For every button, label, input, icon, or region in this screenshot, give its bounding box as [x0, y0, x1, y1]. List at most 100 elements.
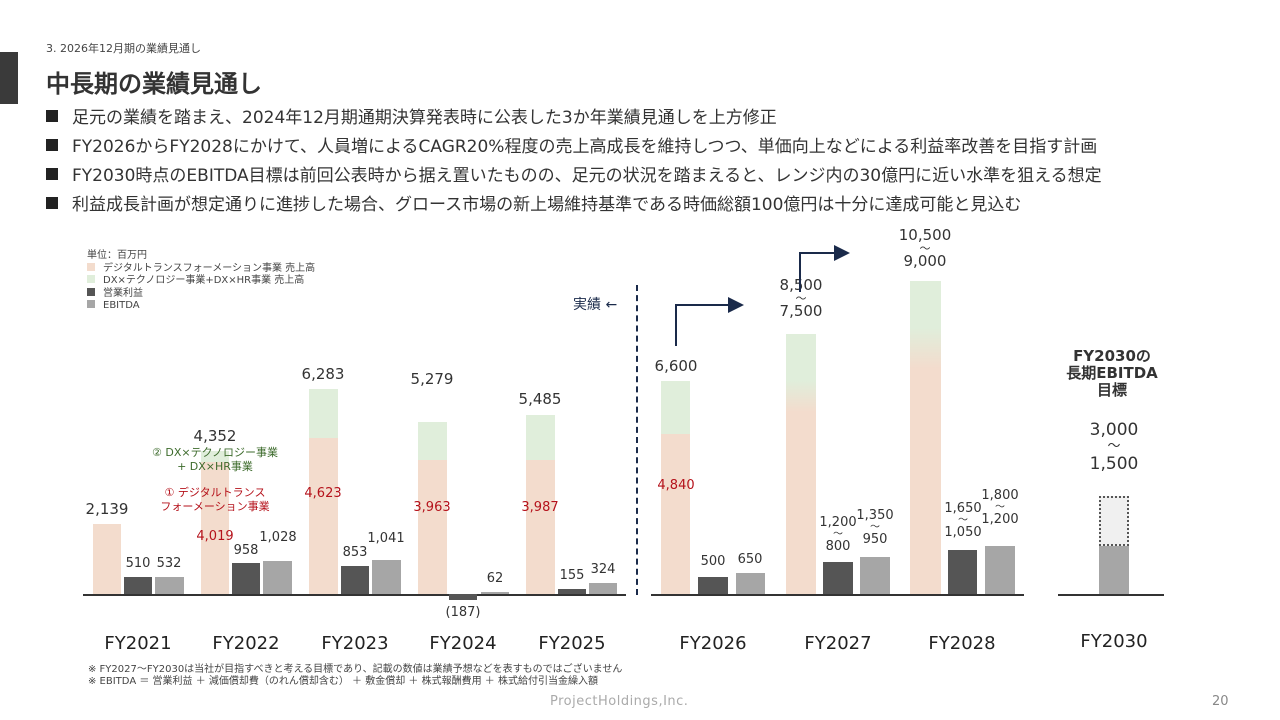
bar-ebitda-fy2021: [155, 577, 184, 594]
legend-item: EBITDA: [87, 300, 315, 313]
label-op-fy2024: (187): [445, 605, 481, 620]
bullet-item: 利益成長計画が想定通りに進捗した場合、グロース市場の新上場維持基準である時価総額…: [46, 191, 1102, 220]
x-label-fy2028: FY2028: [928, 633, 996, 654]
bar-dt-fy2024: [418, 460, 447, 594]
square-bullet-icon: [46, 197, 58, 209]
page-number: 20: [1212, 694, 1229, 709]
actual-forecast-divider: [636, 285, 638, 595]
label-ebitda-fy2024: 62: [486, 571, 504, 586]
label-dt-fy2022: 4,019: [196, 529, 234, 544]
label-op-fy2028: 1,650 ～ 1,050: [944, 501, 982, 540]
fy2030-target-title: FY2030の 長期EBITDA 目標: [1066, 347, 1158, 399]
bar-revenue-fy2027: [786, 334, 816, 594]
bar-dt-fy2023: [309, 438, 338, 594]
bar-dt-fy2022: [201, 462, 229, 594]
x-label-fy2021: FY2021: [104, 633, 172, 654]
label-ebitda-fy2021: 532: [156, 556, 182, 571]
legend-item: デジタルトランスフォーメーション事業 売上高: [87, 262, 315, 276]
x-label-fy2022: FY2022: [212, 633, 280, 654]
segment1-note: ① デジタルトランス フォーメーション事業: [160, 486, 270, 513]
bar-ebitda-fy2030-upper: [1099, 496, 1129, 546]
label-total-fy2024: 5,279: [410, 370, 454, 388]
bar-op-fy2021: [124, 577, 152, 594]
square-bullet-icon: [46, 168, 58, 180]
legend-item: 営業利益: [87, 287, 315, 301]
section-marker: [0, 52, 18, 104]
x-axis-fy2030: [1058, 594, 1164, 596]
label-op-fy2025: 155: [559, 568, 585, 583]
breadcrumb: 3. 2026年12月期の業績見通し: [46, 42, 201, 55]
bullet-item: FY2026からFY2028にかけて、人員増によるCAGR20%程度の売上高成長…: [46, 133, 1102, 162]
x-axis-actual: [83, 594, 626, 596]
bar-dt-fy2026: [661, 434, 690, 594]
bar-op-fy2022: [232, 563, 260, 594]
legend-swatch-dxtech: [87, 275, 95, 283]
x-label-fy2026: FY2026: [679, 633, 747, 654]
x-label-fy2024: FY2024: [429, 633, 497, 654]
label-ebitda-fy2028: 1,800 ～ 1,200: [981, 488, 1019, 527]
bar-op-fy2023: [341, 566, 369, 594]
bar-ebitda-fy2030-lower: [1099, 546, 1129, 594]
x-axis-forecast: [651, 594, 1024, 596]
bar-ebitda-fy2025: [589, 583, 617, 594]
square-bullet-icon: [46, 139, 58, 151]
label-dt-fy2024: 3,963: [413, 500, 451, 515]
label-dt-fy2026: 4,840: [657, 478, 695, 493]
bar-ebitda-fy2023: [372, 560, 401, 594]
bar-dt-fy2025: [526, 460, 555, 594]
label-op-fy2023: 853: [342, 545, 368, 560]
legend-item: DX×テクノロジー事業+DX×HR事業 売上高: [87, 275, 315, 288]
bar-dt-fy2021: [93, 524, 121, 594]
label-total-fy2021: 2,139: [85, 500, 129, 518]
label-ebitda-fy2026: 650: [737, 552, 763, 567]
bar-ebitda-fy2026: [736, 573, 765, 594]
bar-revenue-fy2028: [910, 281, 941, 594]
label-dt-fy2023: 4,623: [304, 486, 342, 501]
legend-swatch-ebitda: [87, 300, 95, 308]
label-total-fy2023: 6,283: [301, 365, 345, 383]
segment2-note: ② DX×テクノロジー事業 + DX×HR事業: [152, 446, 278, 473]
company-name: ProjectHoldings,Inc.: [550, 694, 689, 709]
fy2030-target-range: 3,000 ～ 1,500: [1089, 420, 1139, 474]
bar-ebitda-fy2028: [985, 546, 1015, 594]
label-total-fy2022: 4,352: [193, 427, 237, 445]
footnote-1: ※ FY2027～FY2030は当社が目指すべきと考える目標であり、記載の数値は…: [88, 664, 623, 675]
bar-op-fy2024: [449, 594, 477, 600]
label-total-fy2028: 10,500 ～ 9,000: [898, 226, 952, 270]
bullet-item: 足元の業績を踏まえ、2024年12月期通期決算発表時に公表した3か年業績見通しを…: [46, 104, 1102, 133]
label-op-fy2027: 1,200 ～ 800: [819, 515, 857, 554]
bar-ebitda-fy2027: [860, 557, 890, 594]
bar-op-fy2027: [823, 562, 853, 594]
bullet-item: FY2030時点のEBITDA目標は前回公表時から据え置いたものの、足元の状況を…: [46, 162, 1102, 191]
bar-ebitda-fy2024: [481, 592, 509, 594]
label-ebitda-fy2022: 1,028: [259, 530, 297, 545]
label-total-fy2025: 5,485: [518, 390, 562, 408]
label-total-fy2026: 6,600: [654, 357, 698, 375]
x-label-fy2023: FY2023: [321, 633, 389, 654]
label-ebitda-fy2025: 324: [590, 562, 616, 577]
chart-legend: 単位：百万円 デジタルトランスフォーメーション事業 売上高 DX×テクノロジー事…: [87, 250, 315, 313]
actual-label: 実績 ←: [573, 297, 618, 313]
footnotes: ※ FY2027～FY2030は当社が目指すべきと考える目標であり、記載の数値は…: [88, 664, 622, 688]
legend-swatch-op: [87, 287, 95, 296]
growth-arrows-icon: [675, 245, 850, 346]
unit-label: 単位：百万円: [87, 250, 147, 261]
square-bullet-icon: [46, 110, 58, 122]
bar-op-fy2026: [698, 577, 728, 594]
page-title: 中長期の業績見通し: [46, 70, 262, 98]
label-ebitda-fy2027: 1,350 ～ 950: [856, 508, 894, 547]
footnote-2: ※ EBITDA ＝ 営業利益 ＋ 減価償却費（のれん償却含む） ＋ 敷金償却 …: [88, 676, 598, 687]
bar-op-fy2025: [558, 589, 586, 594]
legend-swatch-dt: [87, 262, 95, 271]
bar-op-fy2028: [948, 550, 977, 594]
label-dt-fy2025: 3,987: [521, 500, 559, 515]
label-ebitda-fy2023: 1,041: [367, 531, 405, 546]
label-op-fy2022: 958: [233, 543, 259, 558]
label-op-fy2021: 510: [125, 556, 151, 571]
x-label-fy2025: FY2025: [538, 633, 606, 654]
x-label-fy2030: FY2030: [1080, 631, 1148, 652]
bar-ebitda-fy2022: [263, 561, 292, 594]
x-label-fy2027: FY2027: [804, 633, 872, 654]
bullet-list: 足元の業績を踏まえ、2024年12月期通期決算発表時に公表した3か年業績見通しを…: [46, 104, 1102, 220]
label-op-fy2026: 500: [700, 554, 726, 569]
